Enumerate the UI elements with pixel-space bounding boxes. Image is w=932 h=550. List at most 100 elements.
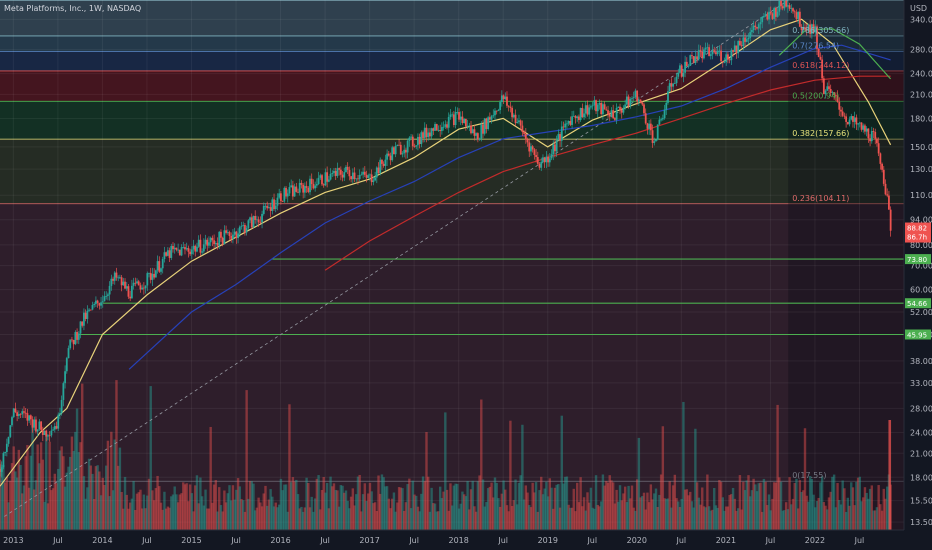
volume-bar [86, 487, 89, 530]
volume-bar [706, 474, 709, 530]
volume-bar [743, 490, 747, 530]
volume-bar [151, 490, 154, 530]
volume-bar [221, 511, 224, 530]
candle-body [535, 154, 537, 158]
volume-bar [742, 481, 745, 530]
volume-bar [156, 475, 159, 530]
candle-body [600, 102, 603, 115]
volume-bar [454, 483, 457, 530]
candle-body [64, 371, 66, 384]
volume-bar [255, 507, 259, 530]
volume-bar [303, 507, 307, 530]
volume-bar [228, 485, 231, 530]
volume-bar [748, 496, 752, 530]
candle-body [2, 453, 5, 468]
volume-bar [888, 420, 892, 530]
volume-bar [29, 455, 33, 530]
volume-bar [834, 507, 838, 530]
volume-bar [413, 494, 416, 530]
volume-bar [34, 480, 38, 530]
support-lines[interactable] [75, 258, 904, 336]
volume-bar [862, 497, 865, 530]
support-price-badge [905, 298, 931, 309]
candle-body [317, 177, 320, 184]
candle-body [783, 0, 786, 9]
candle-body [735, 45, 738, 54]
x-tick-label: 2020 [627, 536, 647, 545]
volume-bar [170, 496, 173, 530]
volume-bar [432, 503, 435, 530]
volume-bar [212, 484, 216, 530]
candle-body [221, 237, 224, 245]
volume-bar [161, 509, 164, 530]
volume-bar [408, 478, 411, 530]
moving-average-line[interactable] [0, 18, 892, 487]
volume-bar [146, 495, 149, 530]
candle-body [684, 61, 687, 73]
volume-bar [341, 485, 344, 530]
volume-bar [766, 505, 769, 530]
candle-body [728, 59, 731, 61]
candle-body [350, 176, 353, 180]
volume-bar [291, 477, 295, 530]
candle-body [622, 107, 625, 113]
candle-body [708, 47, 710, 56]
volume-bar [510, 505, 514, 530]
volume-bar [284, 484, 288, 530]
candle-body [877, 143, 880, 154]
candle-body [540, 161, 543, 168]
volume-bar [641, 496, 644, 530]
candle-body [528, 142, 531, 152]
candle-body [430, 128, 433, 137]
candle-body [365, 174, 368, 178]
y-axis-panel[interactable] [904, 0, 932, 550]
x-tick-label: 2013 [3, 536, 23, 545]
volume-bar [848, 505, 851, 530]
volume-bar [140, 508, 144, 530]
candle-body [680, 65, 683, 77]
volume-bar [415, 495, 418, 530]
volume-bar [617, 501, 620, 530]
candle-body [81, 321, 84, 326]
y-tick-label: 13.50 [910, 518, 932, 527]
volume-bar [466, 481, 469, 530]
volume-bar [289, 482, 293, 530]
volume-bar [84, 498, 87, 530]
candle-body [415, 145, 418, 147]
x-axis-panel[interactable] [0, 530, 904, 550]
candle-body [495, 110, 498, 112]
candle-body [130, 285, 133, 299]
candle-body [257, 219, 260, 223]
moving-average-line[interactable] [778, 28, 892, 80]
candle-body [656, 124, 659, 140]
volume-bar [800, 491, 803, 530]
candle-body [699, 50, 702, 52]
moving-average-line[interactable] [324, 75, 891, 271]
volume-bar [387, 498, 390, 530]
volume-bar [622, 493, 625, 530]
volume-bar [719, 481, 723, 530]
candle-body [578, 116, 580, 120]
volume-bar [403, 510, 406, 530]
candle-body [663, 109, 666, 119]
candle-body [4, 452, 7, 454]
volume-bar [464, 496, 468, 530]
volume-bar [855, 481, 858, 530]
volume-bar [481, 479, 485, 530]
volume-bar [355, 494, 358, 530]
volume-bar [658, 494, 661, 530]
candle-body [660, 119, 663, 121]
candle-body [857, 123, 859, 125]
candle-body [649, 123, 652, 131]
volume-bar [192, 511, 195, 530]
candle-body [586, 105, 589, 115]
volume-bar [58, 450, 62, 530]
trendline[interactable] [4, 0, 789, 517]
volume-bar [320, 489, 324, 530]
volume-bar [613, 503, 617, 530]
candle-body [160, 268, 162, 272]
candle-body [220, 231, 222, 238]
y-tick-label: 110.00 [910, 191, 932, 200]
candle-body [562, 126, 565, 128]
